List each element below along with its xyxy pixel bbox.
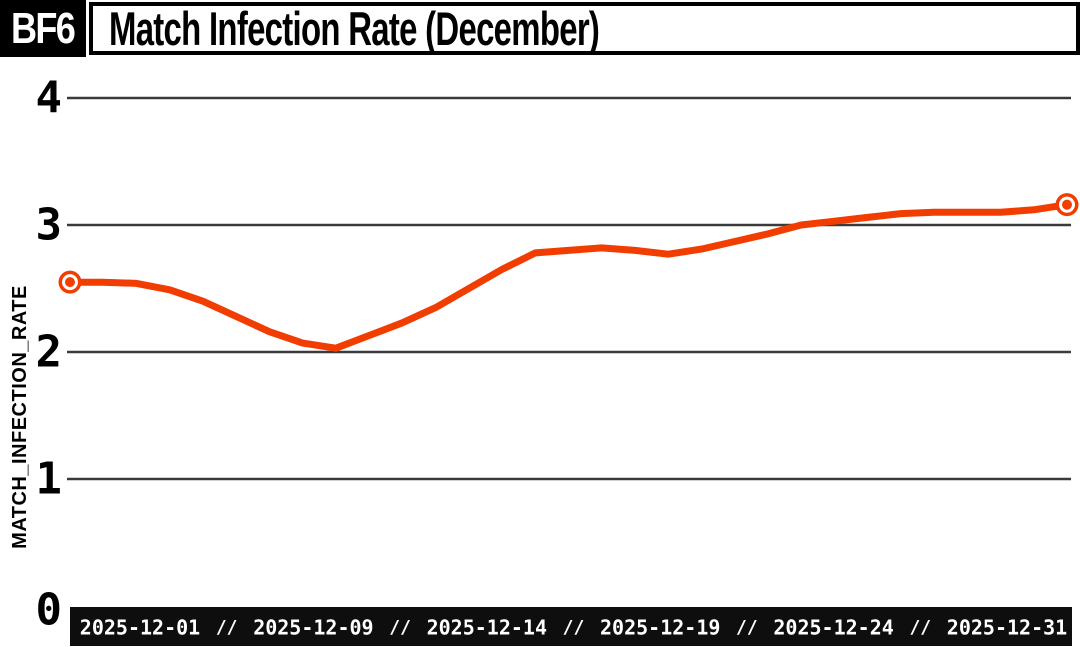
- title-box: Match Infection Rate (December): [89, 2, 1080, 55]
- x-tick-label-1: 2025-12-09: [253, 616, 373, 640]
- series-line: [66, 201, 1071, 352]
- chart-area: 0 1 2 3 4 MATCH_INFECTION_RATE 2025-12-01 // 202…: [0, 57, 1080, 647]
- x-tick-label-5: 2025-12-31: [947, 616, 1067, 640]
- y-tick-label-2: 2: [36, 327, 63, 378]
- page-title: Match Infection Rate (December): [109, 2, 600, 55]
- y-tick-label-0: 0: [36, 585, 63, 636]
- x-tick-separator: //: [563, 617, 585, 638]
- y-axis-title: MATCH_INFECTION_RATE: [9, 285, 31, 549]
- x-tick-label-3: 2025-12-19: [600, 616, 720, 640]
- x-tick-separator: //: [736, 617, 758, 638]
- x-tick-label-4: 2025-12-24: [773, 616, 893, 640]
- x-tick-separator: //: [909, 617, 931, 638]
- x-axis-bar: [70, 607, 1072, 646]
- header: BF6 Match Infection Rate (December): [0, 0, 1080, 57]
- badge-label: BF6: [11, 3, 76, 53]
- chart-svg: 0 1 2 3 4 MATCH_INFECTION_RATE 2025-12-01 // 202…: [9, 73, 1079, 646]
- x-tick-separator: //: [216, 617, 238, 638]
- y-tick-label-4: 4: [36, 73, 63, 124]
- end-point-marker-ring: [1059, 196, 1075, 213]
- badge: BF6: [0, 0, 86, 57]
- start-point-marker-ring: [62, 274, 78, 291]
- y-tick-label-1: 1: [36, 454, 63, 505]
- x-tick-label-2: 2025-12-14: [427, 616, 547, 640]
- x-tick-separator: //: [389, 617, 411, 638]
- y-tick-label-3: 3: [36, 200, 63, 251]
- x-tick-label-0: 2025-12-01: [80, 616, 200, 640]
